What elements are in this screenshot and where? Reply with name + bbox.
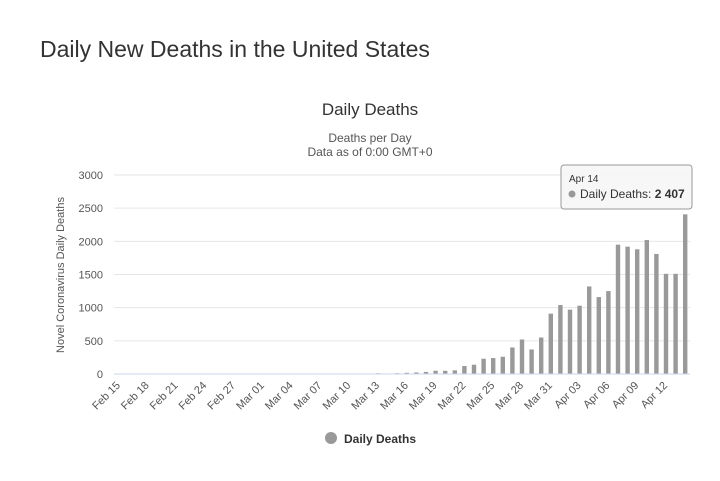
- y-tick-label: 500: [85, 336, 103, 348]
- tooltip-box: [560, 164, 693, 210]
- bar[interactable]: [481, 358, 486, 374]
- y-axis-label: Novel Coronavirus Daily Deaths: [55, 197, 67, 353]
- x-tick-label: Mar 22: [436, 380, 469, 413]
- x-tick-label: Apr 12: [639, 380, 670, 411]
- x-tick-label: Mar 13: [349, 380, 382, 413]
- bar[interactable]: [462, 366, 467, 374]
- bar[interactable]: [414, 372, 419, 374]
- bar[interactable]: [644, 240, 649, 374]
- legend[interactable]: Daily Deaths: [325, 432, 416, 446]
- bar[interactable]: [625, 246, 630, 374]
- bar[interactable]: [663, 273, 669, 374]
- x-tick-label: Feb 27: [205, 380, 238, 413]
- x-tick-label: Feb 15: [90, 380, 123, 413]
- bar[interactable]: [654, 253, 659, 374]
- x-tick-label: Mar 07: [292, 380, 325, 413]
- bar[interactable]: [491, 358, 496, 374]
- x-tick-label: Feb 24: [177, 380, 210, 413]
- tooltip-value: 2 407: [655, 187, 685, 201]
- x-tick-label: Feb 18: [119, 380, 152, 413]
- y-tick-label: 1000: [79, 303, 103, 315]
- y-tick-label: 2000: [79, 236, 103, 248]
- bar[interactable]: [577, 305, 582, 374]
- x-tick-label: Mar 10: [321, 380, 354, 413]
- x-tick-label: Mar 16: [378, 380, 411, 413]
- x-tick-label: Apr 03: [552, 380, 583, 411]
- chart-subtitle-line-2: Data as of 0:00 GMT+0: [307, 145, 432, 159]
- tooltip-date: Apr 14: [569, 174, 599, 185]
- bar[interactable]: [529, 349, 534, 374]
- bar[interactable]: [558, 305, 563, 374]
- page-title: Daily New Deaths in the United States: [40, 36, 430, 62]
- bar[interactable]: [519, 339, 525, 374]
- bar[interactable]: [673, 273, 678, 374]
- bar[interactable]: [567, 309, 573, 374]
- bar[interactable]: [471, 364, 477, 374]
- bar[interactable]: [635, 249, 640, 374]
- bar[interactable]: [683, 214, 688, 374]
- tooltip-label: Daily Deaths:: [580, 187, 655, 201]
- bar[interactable]: [539, 337, 544, 374]
- x-tick-label: Mar 28: [493, 380, 526, 413]
- bar[interactable]: [615, 244, 621, 374]
- legend-marker: [325, 432, 337, 444]
- bar[interactable]: [452, 370, 457, 374]
- x-tick-label: Mar 04: [263, 380, 296, 413]
- legend-label: Daily Deaths: [344, 432, 416, 446]
- bar[interactable]: [596, 297, 601, 374]
- x-tick-label: Feb 21: [148, 380, 181, 413]
- x-tick-label: Mar 25: [465, 380, 498, 413]
- y-tick-label: 1500: [79, 270, 103, 282]
- tooltip-text: Daily Deaths: 2 407: [580, 187, 685, 201]
- bar-series: [251, 214, 688, 374]
- bar[interactable]: [587, 286, 592, 374]
- chart-title: Daily Deaths: [322, 100, 418, 119]
- y-tick-label: 2500: [79, 203, 103, 215]
- bar[interactable]: [606, 291, 611, 374]
- bar[interactable]: [443, 370, 448, 374]
- y-axis-ticks: 0 500 1000 1500 2000 2500 3000: [79, 170, 103, 381]
- x-tick-label: Mar 31: [522, 380, 555, 413]
- x-tick-label: Apr 06: [581, 380, 612, 411]
- bar[interactable]: [404, 372, 409, 374]
- chart-subtitle-line-1: Deaths per Day: [328, 131, 411, 145]
- tooltip-marker: [568, 190, 576, 198]
- bar[interactable]: [548, 313, 553, 374]
- y-tick-label: 0: [97, 369, 103, 381]
- x-tick-label: Mar 19: [407, 380, 440, 413]
- y-tick-label: 3000: [79, 170, 103, 182]
- x-tick-label: Apr 09: [610, 380, 641, 411]
- bar[interactable]: [423, 371, 429, 374]
- bar[interactable]: [510, 347, 515, 374]
- x-tick-label: Mar 01: [234, 380, 267, 413]
- bar[interactable]: [433, 370, 438, 374]
- bar[interactable]: [500, 356, 505, 374]
- tooltip: Apr 14 Daily Deaths: 2 407: [560, 164, 693, 210]
